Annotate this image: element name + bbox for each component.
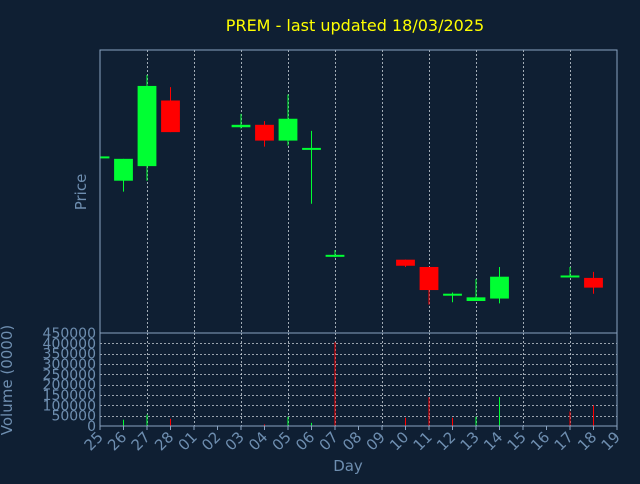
x-tick-label: 11 xyxy=(410,428,436,454)
candlesticks xyxy=(100,75,603,305)
candle-body xyxy=(100,156,110,159)
candle-body xyxy=(325,254,345,257)
volume-tick-label: 300000 xyxy=(43,357,96,373)
volume-axis-label: Volume (0000) xyxy=(0,325,16,435)
x-tick-label: 27 xyxy=(128,428,154,454)
volume-tick-label: 350000 xyxy=(43,347,96,363)
x-tick-label: 01 xyxy=(175,428,201,454)
volume-tick-label: 150000 xyxy=(43,388,96,404)
candle-body xyxy=(396,259,415,266)
x-tick-label: 08 xyxy=(339,428,365,454)
volume-tick-label: 100000 xyxy=(43,398,96,414)
volume-grid xyxy=(100,333,617,426)
candle-body xyxy=(560,275,580,278)
candle-body xyxy=(302,147,321,150)
candle-body xyxy=(584,277,603,288)
candle-body xyxy=(137,85,157,167)
x-tick-label: 25 xyxy=(81,428,107,454)
x-tick-label: 15 xyxy=(504,428,530,454)
volume-tick-label: 400000 xyxy=(43,336,96,352)
candle-body xyxy=(278,118,298,141)
x-tick-label: 03 xyxy=(222,428,248,454)
x-tick-label: 10 xyxy=(386,428,412,454)
x-tick-label: 09 xyxy=(363,428,389,454)
volume-tick-label: 250000 xyxy=(43,367,96,383)
price-panel-frame xyxy=(99,49,618,334)
x-tick-label: 14 xyxy=(480,428,506,454)
x-tick-label: 26 xyxy=(104,428,130,454)
volume-bars xyxy=(123,342,594,426)
x-tick-label: 06 xyxy=(292,428,318,454)
x-tick-label: 04 xyxy=(245,428,271,454)
candle-body xyxy=(255,124,274,141)
candle-body xyxy=(114,158,133,181)
candle-body xyxy=(466,297,486,301)
volume-tick-label: 450000 xyxy=(43,326,96,342)
candle-body xyxy=(231,124,251,128)
volume-tick-label: 0 xyxy=(87,419,96,435)
candle-body xyxy=(419,266,439,291)
volume-tick-label: 200000 xyxy=(43,378,96,394)
x-axis-label: Day xyxy=(333,457,363,475)
candle-body xyxy=(490,276,509,299)
candle-body xyxy=(443,293,462,296)
x-tick-label: 16 xyxy=(527,428,553,454)
chart-title: PREM - last updated 18/03/2025 xyxy=(226,16,484,35)
x-tick-labels: 2526272801020304050607080910111213141516… xyxy=(81,426,624,454)
volume-tick-label: 50000 xyxy=(51,409,96,425)
volume-panel-frame xyxy=(99,332,618,427)
x-tick-label: 13 xyxy=(457,428,483,454)
x-tick-label: 28 xyxy=(151,428,177,454)
price-grid xyxy=(147,50,571,333)
x-tick-label: 12 xyxy=(433,428,459,454)
candle-body xyxy=(161,100,180,133)
x-tick-label: 19 xyxy=(598,428,624,454)
x-tick-label: 18 xyxy=(574,428,600,454)
x-tick-label: 07 xyxy=(316,428,342,454)
x-tick-label: 17 xyxy=(551,428,577,454)
price-axis-label: Price xyxy=(72,174,90,211)
x-tick-label: 02 xyxy=(198,428,224,454)
volume-tick-labels: 0500001000001500002000002500003000003500… xyxy=(43,326,96,435)
x-tick-label: 05 xyxy=(269,428,295,454)
